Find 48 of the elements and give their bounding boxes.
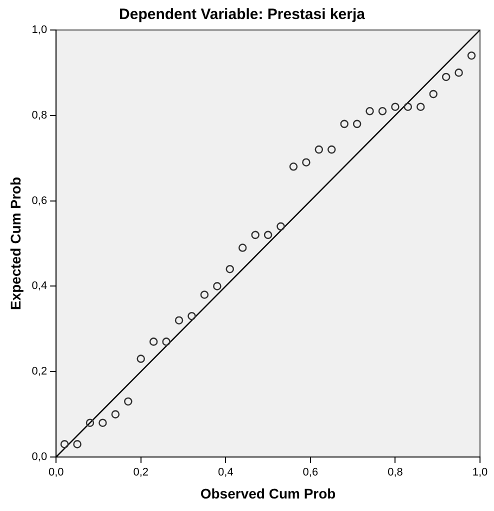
point [98,418,107,427]
point [124,397,132,406]
point [340,120,348,128]
point [289,162,298,171]
point [302,158,310,167]
y-tick-label: 0,8 [32,109,48,122]
point [251,230,260,240]
point [73,440,82,448]
point [60,440,69,448]
point [136,354,146,363]
y-tick-label: 1,0 [32,24,48,36]
point [188,312,196,320]
point [264,230,272,240]
x-tick-label: 0,0 [48,466,64,479]
x-tick-label: 0,2 [133,466,149,479]
point [467,51,476,60]
x-tick-label: 0,6 [302,466,318,479]
point [366,106,374,116]
x-tick-label: 0,8 [388,466,403,479]
point [429,90,438,98]
x-tick-label: 1,0 [472,466,488,479]
x-tick-label: 0,4 [218,466,234,479]
point [442,72,450,82]
y-tick-label: 0,6 [32,194,48,207]
y-tick-label: 0,0 [32,451,48,464]
chart-title: Dependent Variable: Prestasi kerja [119,6,366,24]
point [213,282,222,290]
y-tick-label: 0,4 [32,280,48,292]
point [352,120,362,128]
point [238,244,247,252]
point [162,338,170,346]
y-tick-label: 0,2 [32,366,48,378]
point [226,264,234,274]
point [276,222,285,231]
x-axis-title: Observed Cum Prob [200,485,336,502]
point [200,290,209,299]
point [416,102,425,112]
point [111,410,120,418]
point [454,68,463,77]
point [314,145,324,154]
point [404,102,412,112]
point [86,418,94,427]
point [149,338,158,346]
y-axis-title: Expected Cum Prob [7,176,24,310]
point [391,102,400,112]
point [378,106,387,116]
point [174,316,184,325]
point [327,145,336,154]
